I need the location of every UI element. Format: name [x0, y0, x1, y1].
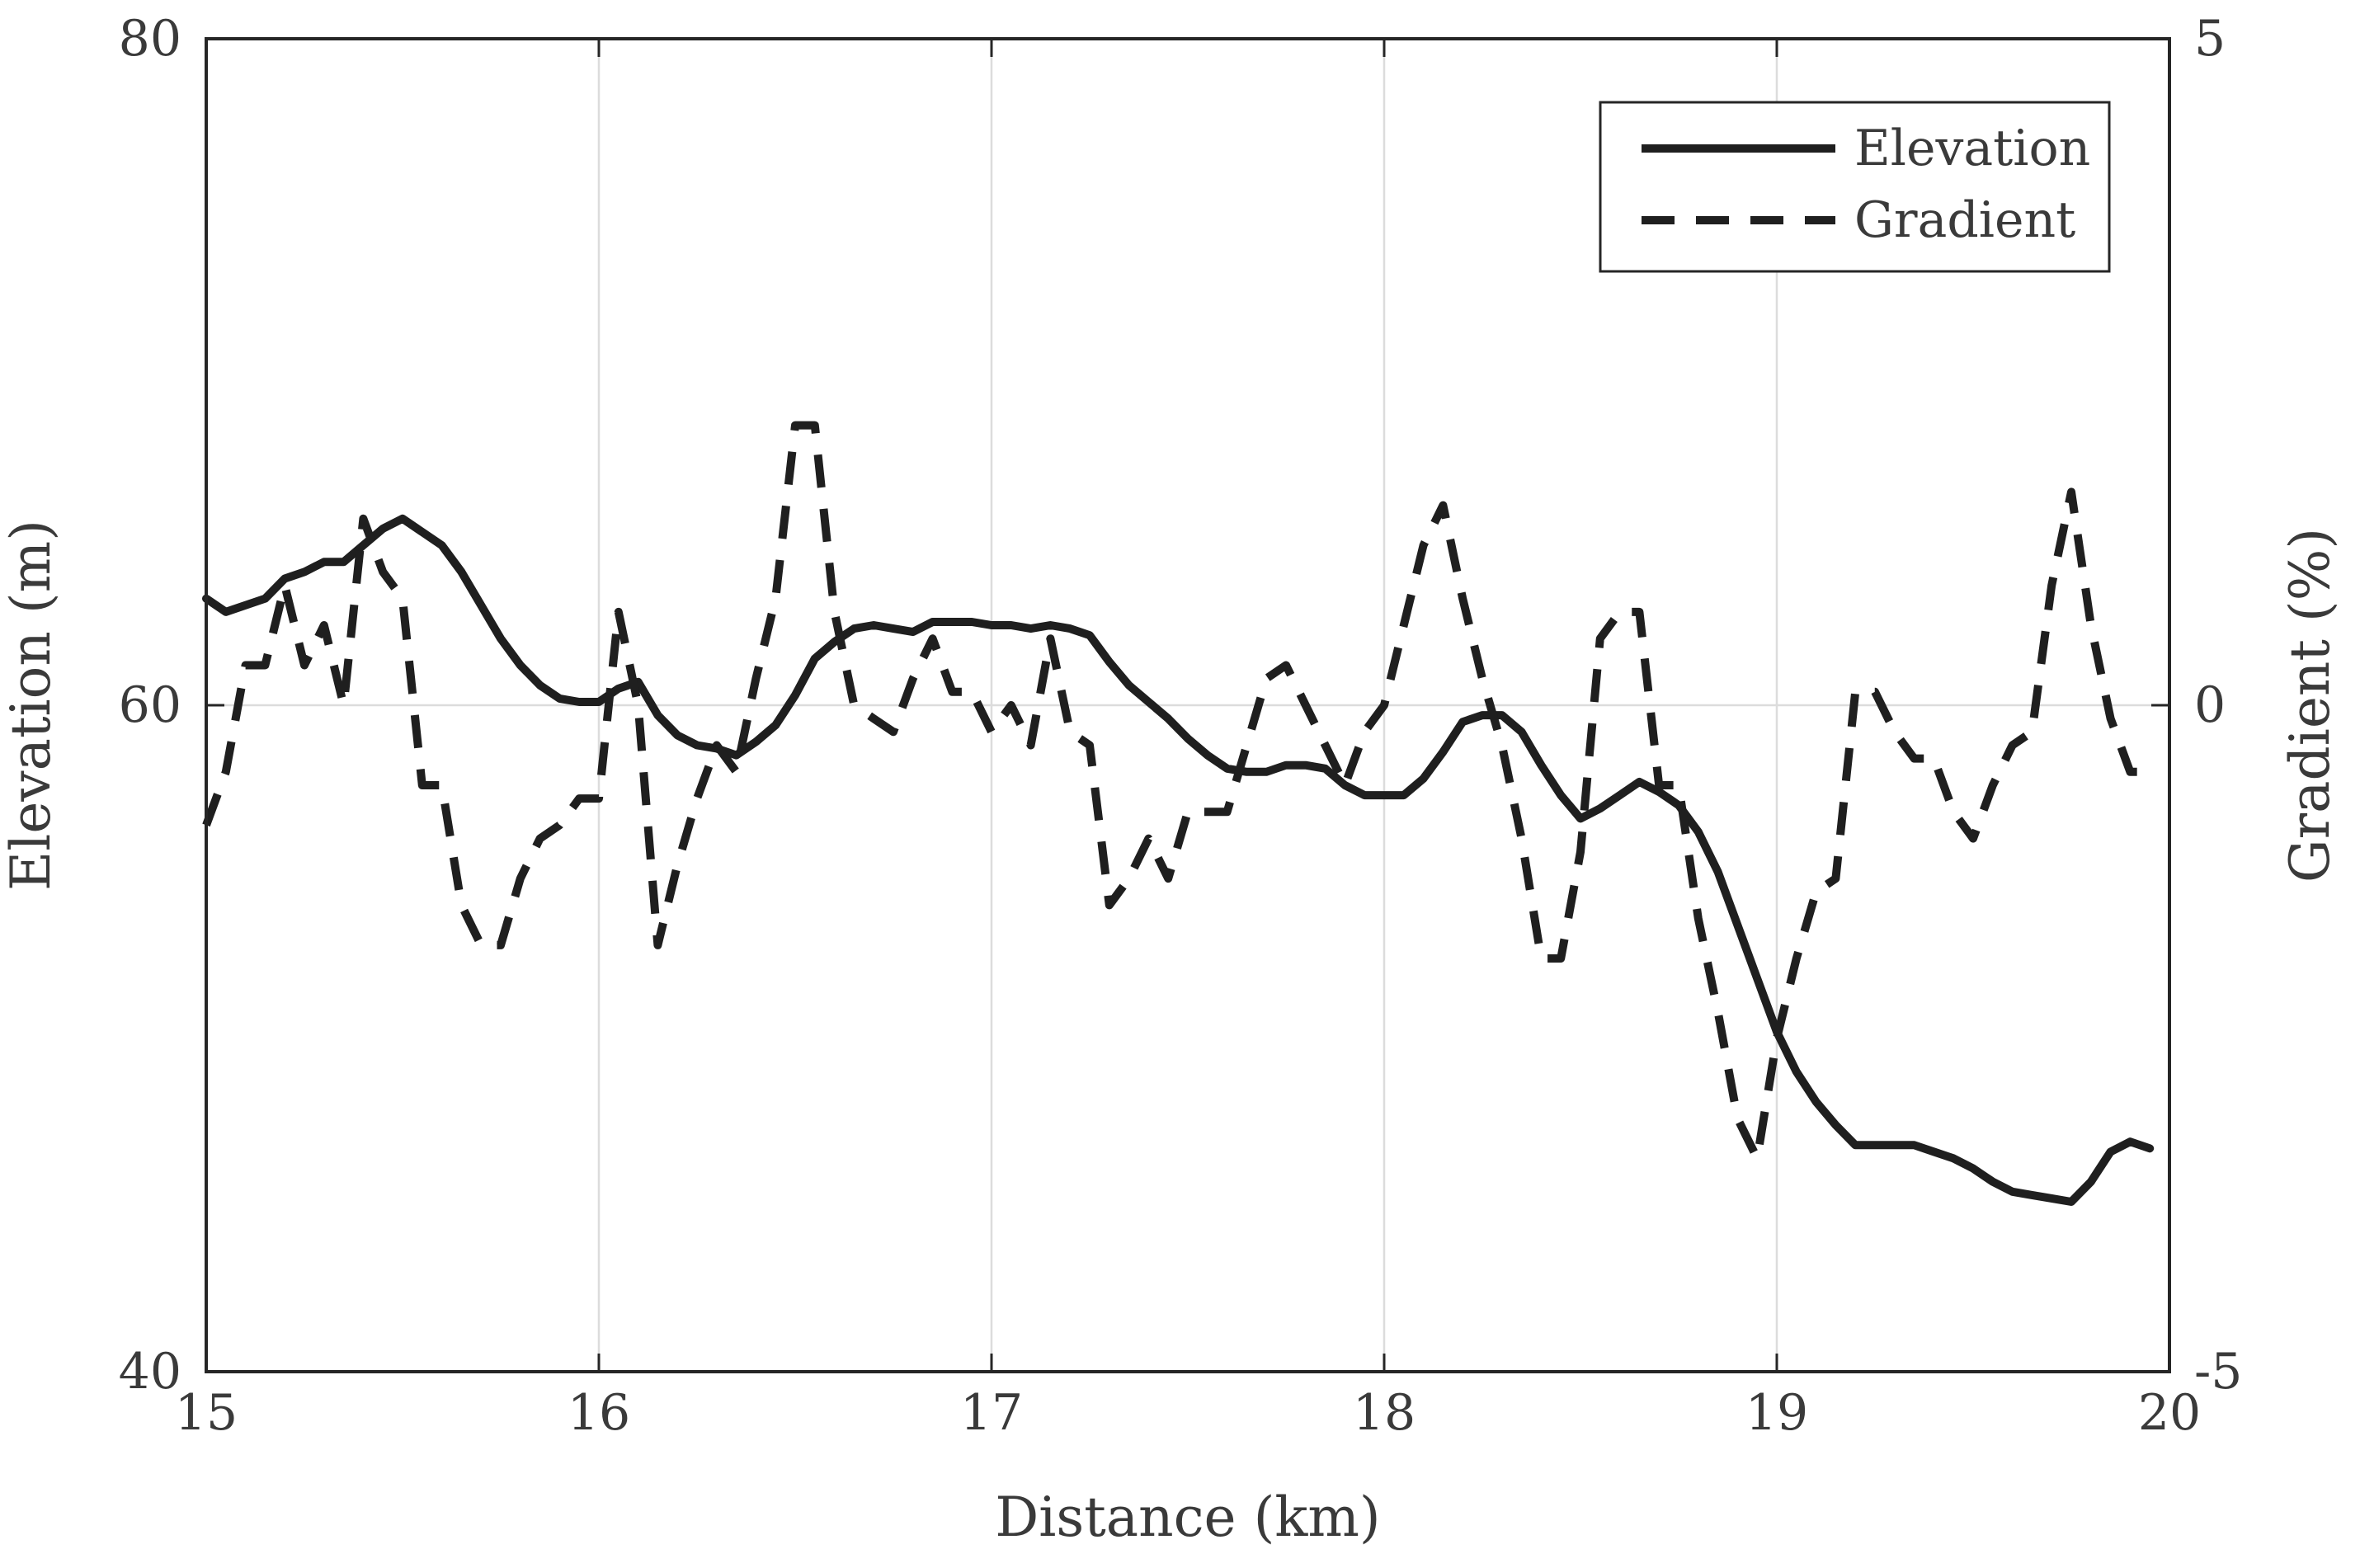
- y-right-tick-label--5: -5: [2194, 1343, 2242, 1401]
- y-axis-right-label: Gradient (%): [2278, 528, 2342, 883]
- x-tick-label-19: 19: [1745, 1384, 1808, 1442]
- y-left-tick-label-60: 60: [119, 676, 181, 734]
- series-line-elevation: [202, 514, 2155, 1206]
- y-left-tick-label-80: 80: [119, 10, 181, 68]
- x-tick-label-20: 20: [2138, 1384, 2201, 1442]
- x-axis-label: Distance (km): [995, 1486, 1380, 1549]
- y-right-tick-label-0: 0: [2194, 676, 2226, 734]
- x-tick-label-18: 18: [1353, 1384, 1416, 1442]
- x-tick-label-17: 17: [960, 1384, 1023, 1442]
- legend-label-gradient: Gradient: [1854, 191, 2075, 249]
- series-layer: [202, 421, 2155, 1206]
- y-left-tick-label-40: 40: [119, 1343, 181, 1401]
- legend-label-elevation: Elevation: [1854, 120, 2090, 177]
- y-right-tick-label-5: 5: [2194, 10, 2226, 68]
- legend-box: [1599, 101, 2111, 273]
- legend: Elevation Gradient: [1599, 101, 2111, 273]
- y-axis-left-label: Elevation (m): [0, 520, 63, 891]
- series-line-gradient: [202, 421, 2150, 1163]
- tick-labels: 15 16 17 18 19 20 40 60 80 -5 0 5: [119, 10, 2243, 1442]
- x-tick-label-15: 15: [175, 1384, 238, 1442]
- x-tick-label-16: 16: [568, 1384, 630, 1442]
- ticks: [205, 37, 2171, 1373]
